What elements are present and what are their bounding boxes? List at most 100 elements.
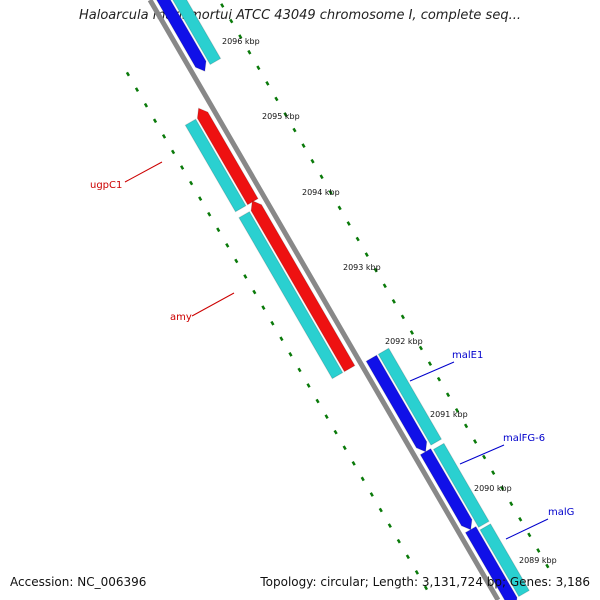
inner-tick xyxy=(423,585,429,591)
gene-arrow[interactable] xyxy=(377,347,443,446)
outer-tick xyxy=(509,501,514,507)
gene-arrow[interactable] xyxy=(238,211,344,380)
inner-tick xyxy=(134,87,140,93)
kbp-tick-label: 2090 kbp xyxy=(474,484,512,493)
outer-tick xyxy=(319,174,324,180)
inner-tick xyxy=(180,165,185,170)
inner-tick xyxy=(360,476,365,482)
tick-marks xyxy=(125,3,550,591)
inner-tick xyxy=(216,227,221,233)
outer-tick xyxy=(355,236,360,242)
outer-tick xyxy=(220,3,225,8)
gene-arrow[interactable] xyxy=(464,525,518,600)
kbp-tick-label: 2093 kbp xyxy=(343,263,381,272)
gene-arrow[interactable] xyxy=(168,0,222,66)
outer-tick xyxy=(445,392,451,398)
inner-tick xyxy=(225,243,230,248)
gene-label[interactable]: malG xyxy=(548,507,574,518)
inner-tick xyxy=(288,351,293,357)
outer-tick xyxy=(274,96,279,102)
inner-tick xyxy=(143,102,149,108)
outer-tick xyxy=(238,34,243,39)
inner-tick xyxy=(378,507,383,513)
accession-text: Accession: NC_006396 xyxy=(10,575,147,589)
outer-tick xyxy=(409,330,414,335)
gene-label[interactable]: ugpC1 xyxy=(90,180,122,191)
inner-tick xyxy=(161,134,167,139)
outer-tick xyxy=(256,65,261,71)
outer-tick xyxy=(292,127,297,133)
gene-arrow[interactable] xyxy=(156,0,207,72)
outer-tick xyxy=(436,376,442,382)
gene-label[interactable]: amy xyxy=(170,312,192,323)
gene-leader-line xyxy=(505,518,549,540)
inner-tick xyxy=(315,398,320,404)
inner-tick xyxy=(125,71,131,77)
outer-tick xyxy=(283,112,288,117)
outer-tick xyxy=(382,283,387,289)
inner-tick xyxy=(333,429,338,435)
inner-tick xyxy=(387,523,392,528)
gene-label[interactable]: malFG-6 xyxy=(503,433,545,444)
outer-tick xyxy=(454,407,460,413)
gene-leader-line xyxy=(409,361,455,382)
outer-tick xyxy=(310,158,315,164)
inner-tick xyxy=(351,460,356,466)
outer-tick xyxy=(427,361,433,366)
outer-tick xyxy=(500,485,505,491)
inner-tick xyxy=(414,569,419,575)
kbp-tick-label: 2091 kbp xyxy=(430,410,468,419)
outer-tick xyxy=(247,49,252,55)
inner-tick xyxy=(396,538,401,544)
gene-arrow[interactable] xyxy=(432,442,490,528)
outer-tick xyxy=(373,267,378,273)
inner-tick xyxy=(369,492,374,497)
inner-tick xyxy=(243,274,248,279)
inner-tick xyxy=(297,367,302,373)
gene-arrow[interactable] xyxy=(365,354,428,453)
inner-tick xyxy=(234,258,239,264)
inner-tick xyxy=(152,118,158,124)
gene-arrow[interactable] xyxy=(479,523,530,598)
outer-tick xyxy=(229,18,234,24)
outer-tick xyxy=(400,314,405,320)
outer-tick xyxy=(418,345,424,351)
outer-tick xyxy=(491,470,496,475)
outer-tick xyxy=(301,143,306,148)
outer-tick xyxy=(463,423,469,429)
inner-tick xyxy=(405,554,410,560)
genome-summary-text: Topology: circular; Length: 3,131,724 bp… xyxy=(260,575,590,589)
labels: 2096 kbp 2095 kbp 2094 kbp 2093 kbp 2092 kbp… xyxy=(90,37,574,565)
inner-tick xyxy=(306,383,311,388)
inner-tick xyxy=(189,180,194,186)
inner-tick xyxy=(342,445,347,451)
kbp-tick-label: 2089 kbp xyxy=(519,556,557,565)
backbone xyxy=(147,0,501,600)
gene-label[interactable]: malE1 xyxy=(452,350,483,361)
inner-tick xyxy=(279,336,284,342)
gene-leader-line xyxy=(459,444,505,465)
gene-leader-line xyxy=(124,161,163,183)
kbp-tick-label: 2092 kbp xyxy=(385,337,423,346)
outer-tick xyxy=(518,516,523,522)
outer-tick xyxy=(473,439,478,444)
gene-arrow[interactable] xyxy=(419,448,473,531)
inner-tick xyxy=(324,414,329,419)
gene-arrow[interactable] xyxy=(184,118,247,213)
inner-tick xyxy=(270,320,275,326)
kbp-tick-label: 2094 kbp xyxy=(302,188,340,197)
inner-tick xyxy=(207,211,212,217)
gene-leader-line xyxy=(191,292,235,317)
outer-tick xyxy=(337,205,342,211)
outer-tick xyxy=(328,189,333,195)
inner-tick xyxy=(198,196,203,202)
outer-tick xyxy=(364,252,369,257)
gene-arrow[interactable] xyxy=(250,200,356,373)
kbp-tick-label: 2096 kbp xyxy=(222,37,260,46)
outer-tick xyxy=(265,80,270,86)
outer-tick xyxy=(527,532,532,538)
outer-tick xyxy=(536,548,541,553)
outer-tick xyxy=(391,298,396,304)
backbone-line xyxy=(147,0,501,600)
